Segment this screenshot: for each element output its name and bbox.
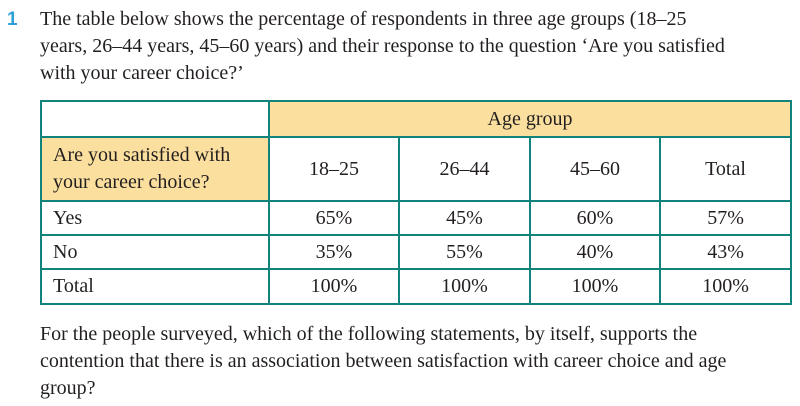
age-group-table: Age group Are you satisfied with your ca…: [40, 100, 793, 305]
table-row-no: No 35% 55% 40% 43%: [40, 234, 793, 270]
cell-yes-26-44: 45%: [398, 200, 531, 236]
col-header-total: Total: [658, 136, 793, 202]
column-header-row: Are you satisfied with your career choic…: [40, 136, 793, 202]
row-label-yes: Yes: [40, 200, 270, 236]
cell-yes-total: 57%: [658, 200, 793, 236]
intro-line-1: The table below shows the percentage of …: [40, 8, 687, 30]
cell-total-18-25: 100%: [268, 268, 400, 305]
question-number: 1: [7, 9, 18, 30]
col-header-18-25: 18–25: [268, 136, 400, 202]
col-header-45-60: 45–60: [529, 136, 661, 202]
cell-no-45-60: 40%: [529, 234, 661, 270]
followup-line-1: For the people surveyed, which of the fo…: [40, 323, 698, 345]
table-row-total: Total 100% 100% 100% 100%: [40, 268, 793, 305]
age-group-span-header: Age group: [267, 100, 793, 138]
question-intro: The table below shows the percentage of …: [40, 6, 725, 87]
intro-line-3: with your career choice?’: [40, 62, 244, 84]
cell-total-26-44: 100%: [398, 268, 531, 305]
col-header-26-44: 26–44: [398, 136, 531, 202]
followup-line-3: group?: [40, 377, 96, 399]
table-row-yes: Yes 65% 45% 60% 57%: [40, 200, 793, 236]
intro-line-2: years, 26–44 years, 45–60 years) and the…: [40, 35, 725, 57]
table-corner-spacer: [40, 100, 270, 138]
cell-no-18-25: 35%: [268, 234, 400, 270]
stub-header: Are you satisfied with your career choic…: [40, 136, 270, 202]
row-label-no: No: [40, 234, 270, 270]
cell-total-total: 100%: [658, 268, 793, 305]
question-followup: For the people surveyed, which of the fo…: [40, 321, 726, 402]
span-header-row: Age group: [40, 100, 793, 138]
cell-yes-18-25: 65%: [268, 200, 400, 236]
row-label-total: Total: [40, 268, 270, 305]
cell-yes-45-60: 60%: [529, 200, 661, 236]
cell-no-total: 43%: [658, 234, 793, 270]
cell-no-26-44: 55%: [398, 234, 531, 270]
followup-line-2: contention that there is an association …: [40, 350, 727, 372]
cell-total-45-60: 100%: [529, 268, 661, 305]
